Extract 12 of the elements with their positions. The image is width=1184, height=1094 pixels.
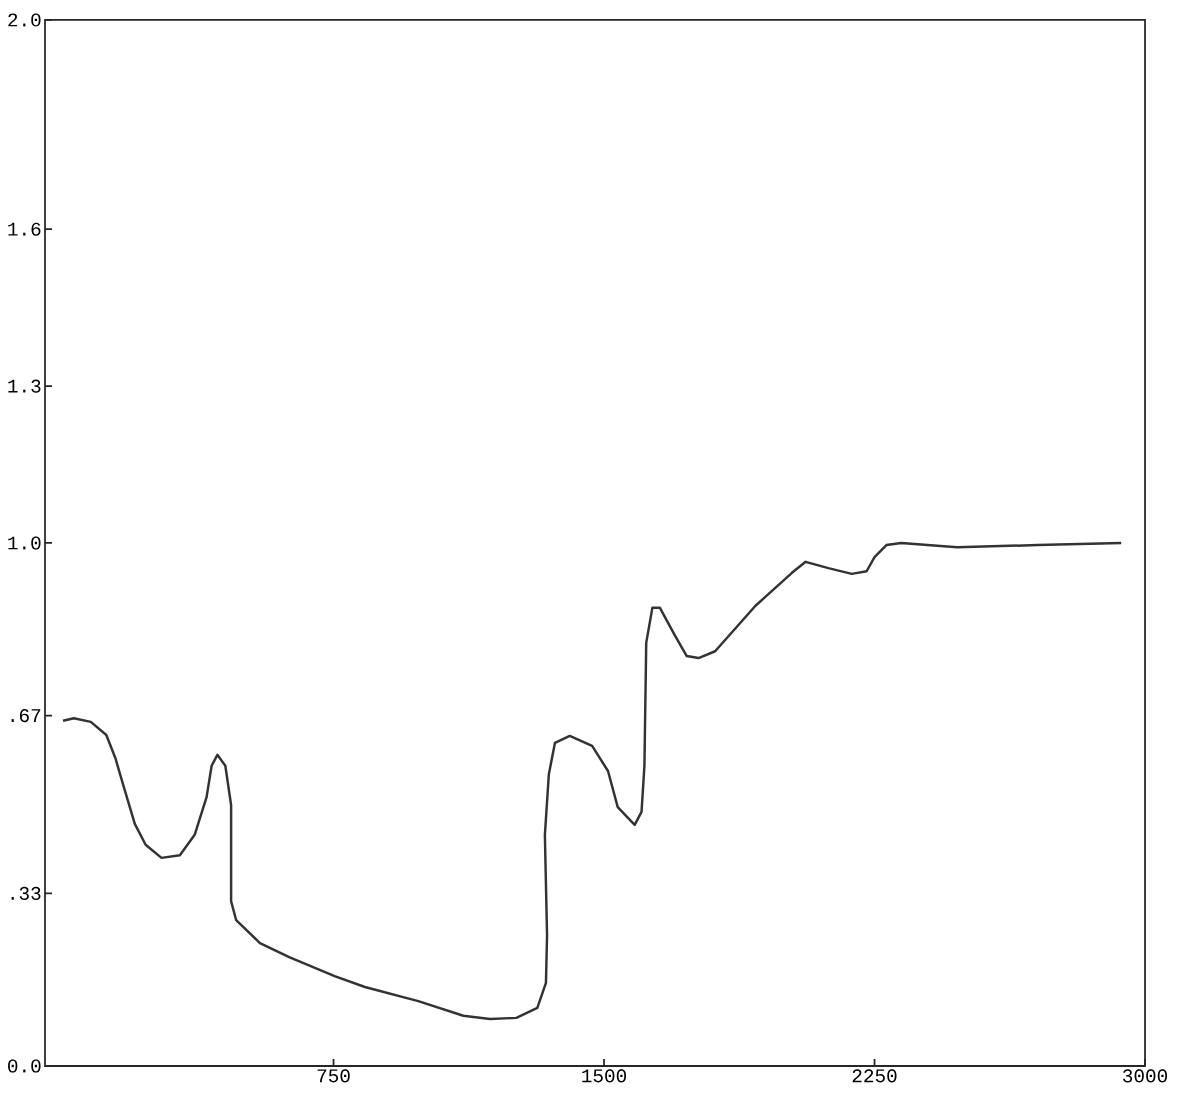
x-tick-label: 3000 bbox=[1123, 1069, 1168, 1083]
y-tick-label: 1.0 bbox=[8, 536, 41, 550]
y-tick-label: 2.0 bbox=[8, 13, 41, 27]
y-tick-label: 0.0 bbox=[8, 1059, 41, 1073]
x-tick-label: 2250 bbox=[852, 1069, 897, 1083]
y-tick-label: 1.3 bbox=[8, 379, 41, 393]
x-tick-label: 1500 bbox=[582, 1069, 627, 1083]
y-tick-label: .67 bbox=[11, 709, 41, 723]
y-tick-label: .33 bbox=[11, 886, 41, 900]
line-series bbox=[61, 541, 1123, 1021]
x-tick-label: 750 bbox=[317, 1069, 350, 1083]
y-tick-label: 1.6 bbox=[8, 222, 41, 236]
